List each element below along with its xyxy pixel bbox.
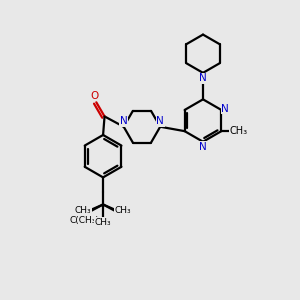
Text: C(CH₃)₃: C(CH₃)₃	[70, 216, 103, 225]
Text: N: N	[221, 104, 229, 114]
Text: N: N	[120, 116, 128, 126]
Text: CH₃: CH₃	[75, 206, 92, 215]
Text: CH₃: CH₃	[95, 218, 111, 226]
Text: CH₃: CH₃	[230, 126, 248, 136]
Text: CH₃: CH₃	[115, 206, 131, 215]
Text: N: N	[199, 142, 207, 152]
Text: N: N	[199, 73, 207, 83]
Text: O: O	[91, 91, 99, 101]
Text: N: N	[156, 116, 164, 126]
